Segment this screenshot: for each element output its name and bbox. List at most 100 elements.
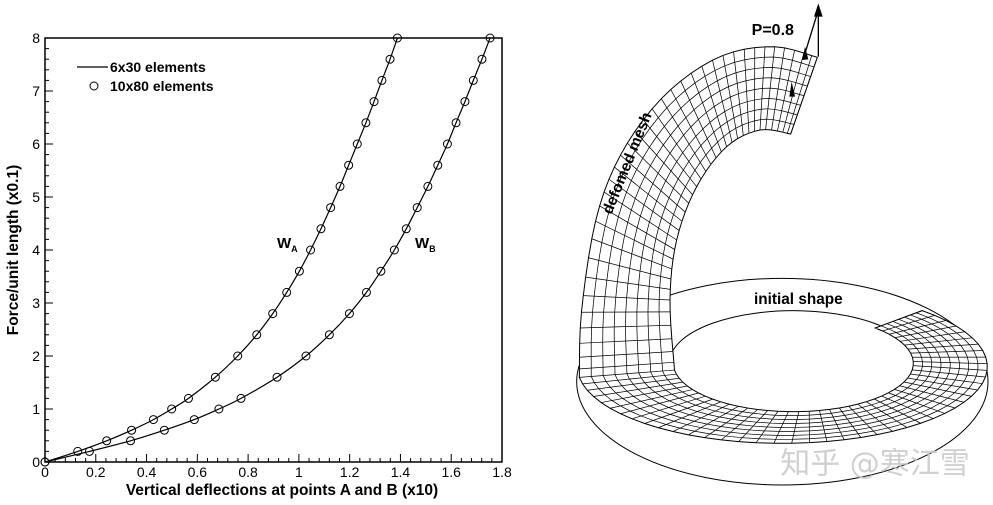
mesh-transverse-line: [903, 381, 972, 397]
mesh-transverse-line: [888, 392, 945, 414]
data-point-w_a: [385, 54, 395, 64]
mesh-transverse-line: [819, 410, 828, 442]
series-label-wa-sub: A: [291, 244, 298, 254]
data-point-w_a: [361, 118, 371, 128]
data-point-w_b: [433, 160, 443, 170]
mesh-transverse-line: [614, 166, 683, 222]
x-tick-label: 1.6: [441, 464, 461, 480]
mesh-transverse-line: [658, 401, 721, 429]
x-axis-label: Vertical deflections at points A and B (…: [126, 482, 438, 499]
y-axis-label: Force/unit length (x0.1): [5, 165, 22, 336]
mesh-transverse-line: [608, 178, 680, 231]
mesh-transverse-line: [579, 338, 672, 344]
data-point-w_b: [214, 404, 224, 414]
y-tick-label: 3: [32, 295, 40, 311]
data-point-w_a: [344, 160, 354, 170]
mesh-transverse-line: [738, 410, 768, 442]
mesh-transverse-line: [759, 46, 766, 131]
mesh-transverse-line: [680, 80, 717, 158]
axes: 0 0.2 0.4 0.6 0.8 1 1.2 1.4 1.6 1.8 0 1 2 3 4 5 6 7 8: [32, 30, 512, 480]
x-tick-label: 0.2: [86, 464, 106, 480]
mesh-transverse-line: [580, 324, 671, 329]
data-point-w_b: [236, 393, 246, 403]
mesh-transverse-line: [620, 392, 699, 415]
series-label-wa: WA: [277, 235, 298, 254]
mesh-transverse-line: [894, 389, 956, 409]
mesh-transverse-line: [661, 98, 707, 172]
series-label-wa-main: W: [277, 235, 292, 252]
data-point-w_b: [40, 457, 50, 467]
x-tick-label: 0: [41, 464, 49, 480]
mesh-transverse-line: [874, 398, 921, 424]
data-point-w_a: [352, 139, 362, 149]
mesh-transverse-line: [889, 320, 947, 335]
y-tick-label: 6: [32, 136, 40, 152]
mesh-transverse-line: [601, 385, 688, 403]
mesh-transverse-line: [866, 401, 908, 428]
load-label: P=0.8: [752, 22, 794, 39]
mesh-outline: [578, 46, 988, 444]
x-tick-label: 0.4: [137, 464, 157, 480]
data-point-w_b: [460, 97, 470, 107]
data-point-w_b: [468, 75, 478, 85]
data-point-w_a: [73, 446, 83, 456]
data-point-w_b: [324, 330, 334, 340]
x-tick-label: 1.4: [391, 464, 411, 480]
data-point-w_a: [392, 33, 402, 43]
mesh-transverse-line: [583, 295, 671, 301]
data-point-w_a: [282, 287, 292, 297]
data-point-w_b: [442, 139, 452, 149]
legend-circle-swatch: [89, 81, 99, 91]
mesh-transverse-line: [790, 57, 818, 135]
mesh-transverse-line: [881, 395, 934, 419]
y-tick-label: 7: [32, 83, 40, 99]
load-arrow-slanted-shaft: [804, 13, 818, 54]
mesh-transverse-line: [644, 398, 713, 424]
mesh-transverse-line: [585, 276, 671, 290]
deformed-mesh: [578, 46, 988, 444]
mesh-transverse-line: [910, 373, 983, 384]
data-point-w_a: [183, 393, 193, 403]
mesh-transverse-line: [912, 369, 986, 378]
series-line-w_a: [44, 37, 398, 463]
initial-shape-label: initial shape: [754, 291, 843, 308]
mesh-transverse-line: [712, 60, 733, 143]
data-point-w_b: [301, 351, 311, 361]
mesh-transverse-line: [839, 407, 862, 438]
data-point-w_b: [477, 54, 487, 64]
y-tick-label: 8: [32, 30, 40, 46]
data-point-w_b: [376, 266, 386, 276]
data-point-w_b: [84, 446, 94, 456]
data-point-w_b: [159, 425, 169, 435]
mesh-transverse-line: [791, 411, 800, 444]
mesh-transverse-line: [777, 50, 795, 132]
data-point-w_a: [335, 181, 345, 191]
data-point-w_b: [401, 224, 411, 234]
mesh-transverse-line: [829, 409, 845, 440]
mesh-transverse-line: [587, 377, 680, 391]
data-point-w_b: [361, 287, 371, 297]
series-label-wb: WB: [415, 235, 436, 254]
mesh-transverse-line: [651, 108, 702, 180]
mesh-transverse-line: [631, 395, 706, 420]
mesh-transverse-line: [610, 389, 693, 409]
mesh-arrowhead: [802, 46, 809, 60]
data-point-w_a: [210, 372, 220, 382]
data-point-w_b: [412, 203, 422, 213]
mesh-transverse-line: [787, 55, 813, 134]
mesh-transverse-line: [765, 46, 776, 130]
mesh-transverse-line: [904, 337, 973, 346]
mesh-transverse-line: [913, 361, 988, 365]
data-point-w_a: [268, 309, 278, 319]
mesh-transverse-line: [755, 411, 779, 443]
watermark: 知乎 @寒江雪: [780, 446, 970, 481]
data-point-w_a: [167, 404, 177, 414]
series-label-wb-sub: B: [429, 244, 436, 254]
mesh-transverse-line: [743, 49, 750, 134]
data-point-w_b: [423, 181, 433, 191]
mesh-transverse-line: [721, 409, 758, 441]
x-tick-label: 1.8: [492, 464, 512, 480]
mesh-arrowhead: [789, 81, 795, 97]
mesh-transverse-line: [773, 411, 789, 444]
series-label-wb-main: W: [415, 235, 430, 252]
